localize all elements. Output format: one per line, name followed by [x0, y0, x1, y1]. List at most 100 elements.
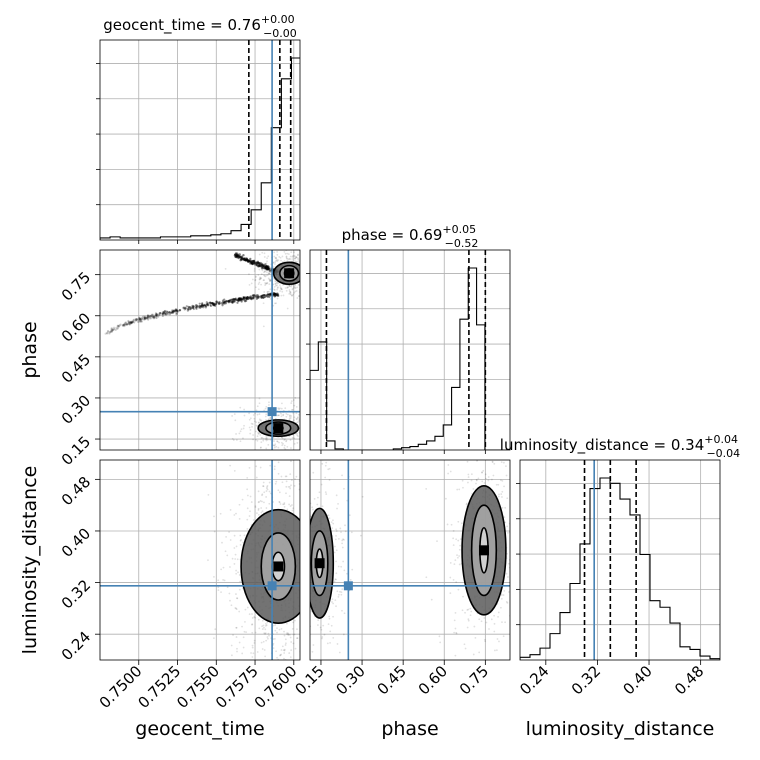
y-axis-label-phase: phase: [19, 321, 41, 378]
track-point: [252, 297, 255, 300]
sample-point: [294, 284, 297, 287]
track-point: [151, 315, 154, 318]
sample-point: [294, 397, 297, 399]
sample-point: [491, 460, 494, 463]
track-point: [244, 300, 247, 303]
track-point: [153, 316, 156, 319]
track-point: [161, 313, 164, 316]
sample-point: [248, 426, 251, 429]
sample-point: [335, 560, 337, 563]
sample-point: [250, 652, 252, 654]
sample-point: [462, 595, 464, 598]
sample-point: [276, 656, 278, 659]
sample-point: [260, 419, 263, 422]
sample-point: [289, 636, 292, 639]
sample-point: [303, 425, 305, 427]
sample-point: [284, 287, 287, 289]
track-point: [155, 314, 159, 317]
sample-point: [229, 599, 231, 602]
track-point: [266, 267, 270, 271]
hist-panel-phase: phase = 0.69+0.05 −0.52: [306, 223, 511, 451]
sample-point: [263, 501, 265, 504]
sample-point: [285, 450, 287, 452]
sample-point: [256, 413, 259, 416]
sample-point: [343, 569, 346, 572]
sample-point: [501, 490, 504, 493]
track-point: [224, 300, 227, 303]
track-point: [223, 301, 226, 304]
track-point: [172, 309, 176, 312]
track-point: [221, 302, 225, 305]
track-point: [110, 327, 114, 330]
track-point: [240, 298, 244, 301]
track-point: [116, 324, 119, 327]
track-point: [126, 322, 129, 326]
sample-point: [306, 559, 308, 561]
sample-point: [503, 461, 505, 464]
sample-point: [466, 609, 469, 611]
sample-point: [346, 572, 348, 575]
track-point: [161, 314, 164, 318]
sample-point: [273, 289, 276, 291]
sample-point: [265, 507, 268, 509]
sample-point: [304, 281, 306, 283]
sample-point: [318, 430, 320, 432]
track-point: [155, 315, 158, 318]
sample-point: [303, 287, 305, 289]
sample-point: [518, 566, 520, 568]
sample-point: [324, 491, 327, 494]
sample-point: [257, 513, 260, 516]
track-point: [199, 306, 202, 309]
sample-point: [264, 282, 267, 285]
sample-point: [304, 635, 306, 637]
sample-point: [475, 478, 478, 481]
track-point: [158, 311, 161, 315]
track-point: [116, 327, 119, 331]
sample-point: [289, 291, 292, 294]
sample-point: [277, 259, 280, 261]
track-point: [202, 304, 205, 307]
sample-point: [269, 279, 271, 282]
sample-point: [261, 625, 264, 628]
sample-point: [286, 307, 289, 310]
sample-point: [452, 578, 455, 581]
title-main: phase = 0.69: [342, 226, 443, 244]
sample-point: [310, 515, 312, 518]
sample-point: [301, 642, 303, 644]
sample-point: [304, 542, 306, 544]
sample-point: [286, 413, 289, 416]
sample-point: [332, 429, 334, 431]
sample-point: [518, 616, 520, 618]
track-point: [131, 321, 134, 324]
sample-point: [264, 628, 267, 631]
track-point: [259, 263, 263, 267]
sample-point: [295, 256, 298, 258]
sample-point: [291, 504, 293, 506]
sample-point: [425, 488, 428, 490]
track-point: [237, 297, 240, 301]
track-point: [215, 300, 218, 303]
sample-point: [283, 260, 286, 263]
sample-point: [304, 509, 306, 511]
sample-point: [278, 255, 281, 258]
sample-point: [261, 628, 264, 630]
track-point: [111, 328, 115, 332]
sample-point: [266, 274, 269, 276]
track-point: [232, 300, 236, 303]
sample-point: [511, 538, 513, 540]
sample-point: [273, 440, 275, 442]
track-point: [201, 302, 204, 305]
sample-point: [302, 562, 304, 564]
sample-point: [483, 617, 486, 619]
sample-point: [265, 436, 268, 438]
sample-point: [229, 566, 231, 568]
track-point: [246, 297, 249, 301]
sample-point: [240, 428, 243, 431]
sample-point: [307, 286, 309, 288]
sample-point: [264, 281, 267, 284]
track-point: [107, 330, 110, 333]
sample-point: [313, 270, 315, 272]
sample-point: [261, 251, 264, 254]
sample-point: [330, 521, 333, 524]
sample-point: [305, 284, 307, 286]
